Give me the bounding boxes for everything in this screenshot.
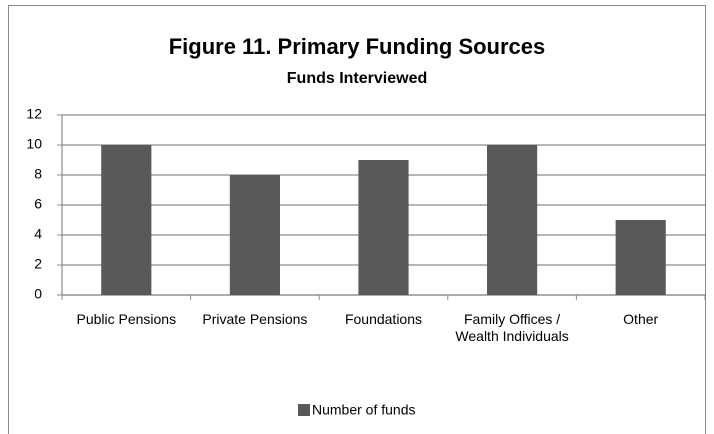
y-tick-label: 0 <box>34 286 42 302</box>
bar <box>229 175 280 295</box>
x-tick-label: Family Offices / Wealth Individuals <box>455 311 569 344</box>
legend-swatch <box>298 404 310 416</box>
y-tick-label: 12 <box>26 106 42 122</box>
y-tick-label: 8 <box>34 166 42 182</box>
y-tick-label: 2 <box>34 256 42 272</box>
x-tick-label: Foundations <box>344 311 423 327</box>
y-tick-label: 10 <box>26 136 42 152</box>
bar <box>358 160 409 295</box>
legend-label: Number of funds <box>312 402 416 418</box>
bar <box>101 145 152 295</box>
chart-title: Figure 11. Primary Funding Sources <box>169 34 546 59</box>
x-tick-label: Private Pensions <box>202 311 308 327</box>
bar <box>487 145 538 295</box>
x-tick-label: Public Pensions <box>76 311 177 327</box>
chart-subtitle: Funds Interviewed <box>287 70 427 87</box>
y-tick-label: 4 <box>34 226 42 242</box>
bar <box>615 220 666 295</box>
x-tick-label: Other <box>623 311 659 327</box>
chart-border <box>8 5 706 434</box>
y-tick-label: 6 <box>34 196 42 212</box>
